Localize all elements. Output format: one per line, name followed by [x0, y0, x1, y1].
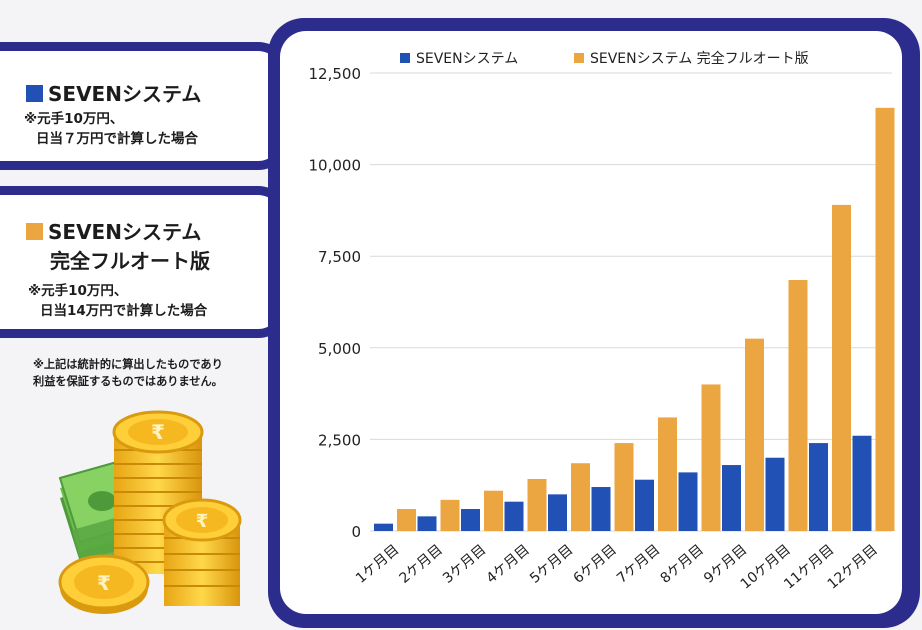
bar	[527, 478, 547, 531]
bar	[417, 516, 437, 531]
x-tick-label: 7ケ月目	[614, 542, 663, 587]
bar	[374, 523, 393, 531]
legend-card-seven-system: SEVENシステム ※元手10万円、 日当７万円で計算した場合	[0, 42, 290, 170]
card-title: SEVENシステム	[26, 78, 201, 107]
card-title-line2: 完全フルオート版	[50, 249, 210, 273]
x-tick-label: 8ケ月目	[658, 542, 707, 587]
coin-stack-icon: ₹	[112, 410, 204, 574]
bar	[722, 465, 741, 531]
x-tick-label: 3ケ月目	[440, 542, 489, 587]
coin-icon: ₹	[58, 554, 150, 614]
legend-swatch	[574, 53, 584, 63]
disclaimer-line2: 利益を保証するものではありません。	[33, 375, 223, 388]
chart-area: 0 2,500 5,000 7,500 10,000 12,500 1ケ月目 2ケ月目 3ケ月目…	[280, 31, 902, 614]
bar	[678, 472, 698, 531]
legend-label: SEVENシステム 完全フルオート版	[590, 50, 809, 67]
card-note-line1: ※元手10万円、	[24, 111, 124, 127]
y-tick-label: 10,000	[309, 157, 362, 175]
svg-text:₹: ₹	[97, 571, 111, 595]
x-tick-label: 5ケ月目	[527, 542, 576, 587]
legend-swatch	[400, 53, 410, 63]
disclaimer: ※上記は統計的に算出したものであり 利益を保証するものではありません。	[33, 356, 283, 390]
bar-chart: 0 2,500 5,000 7,500 10,000 12,500 1ケ月目2ケ月目3ケ月目…	[309, 50, 895, 593]
y-tick-label: 2,500	[318, 431, 361, 449]
y-tick-label: 5,000	[318, 340, 361, 358]
card-title-text: SEVENシステム	[48, 82, 202, 106]
bar	[809, 443, 828, 531]
card-title: SEVENシステム	[26, 216, 201, 245]
card-title-text: SEVENシステム	[48, 220, 202, 244]
y-tick-label: 7,500	[318, 248, 361, 266]
card-note-line2: 日当14万円で計算した場合	[40, 303, 208, 319]
y-tick-label: 12,500	[309, 65, 362, 83]
disclaimer-line1: ※上記は統計的に算出したものであり	[33, 358, 223, 371]
bar	[875, 107, 895, 532]
x-tick-label: 1ケ月目	[353, 542, 402, 587]
x-tick-label: 2ケ月目	[397, 542, 446, 587]
bar	[614, 443, 634, 531]
blue-square-icon	[26, 85, 43, 102]
bar	[440, 499, 460, 531]
card-note-line1: ※元手10万円、	[28, 283, 128, 299]
bar	[788, 280, 808, 531]
orange-square-icon	[26, 223, 43, 240]
legend-card-full-auto: SEVENシステム 完全フルオート版 ※元手10万円、 日当14万円で計算した場…	[0, 186, 290, 338]
bar	[852, 435, 872, 531]
bar	[461, 509, 480, 531]
y-tick-label: 0	[351, 523, 361, 541]
x-tick-label: 6ケ月目	[571, 542, 620, 587]
bar	[571, 463, 590, 531]
bar	[591, 487, 611, 531]
bar	[635, 479, 654, 531]
bar	[745, 338, 764, 531]
legend-label: SEVENシステム	[416, 51, 518, 67]
bar	[658, 417, 677, 531]
bar	[765, 457, 785, 531]
bar	[397, 509, 416, 531]
bar	[832, 204, 851, 532]
bar	[548, 494, 567, 531]
bar	[484, 490, 503, 531]
card-note-line2: 日当７万円で計算した場合	[36, 131, 198, 147]
svg-text:₹: ₹	[151, 420, 165, 444]
coin-stack-icon: ₹	[162, 498, 242, 606]
bar	[504, 501, 524, 531]
money-coins-illustration: ₹ ₹ ₹	[58, 410, 242, 614]
x-tick-label: 4ケ月目	[484, 542, 533, 587]
bar	[701, 384, 721, 531]
chart-frame: 0 2,500 5,000 7,500 10,000 12,500 1ケ月目 2ケ月目 3ケ月目…	[268, 18, 920, 628]
svg-text:₹: ₹	[196, 511, 209, 532]
